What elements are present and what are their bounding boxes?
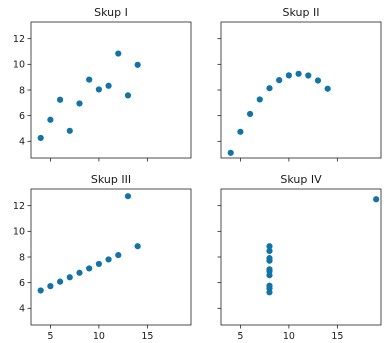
panel-skup-ii: Skup II	[217, 6, 382, 162]
data-point	[105, 256, 112, 263]
data-point	[237, 128, 244, 135]
panel-title: Skup II	[283, 6, 320, 19]
panel-title: Skup III	[91, 173, 131, 186]
x-tick-label: 10	[93, 331, 105, 342]
data-point	[37, 287, 44, 294]
panel-title: Skup I	[94, 6, 128, 19]
data-point	[124, 193, 132, 200]
data-point	[95, 86, 102, 93]
panel-skup-iv: Skup IV 5 10 15	[217, 173, 382, 342]
data-point	[266, 85, 273, 92]
y-tick-label: 8	[19, 252, 25, 263]
x-tick-label: 15	[331, 331, 343, 342]
data-point	[285, 72, 292, 79]
data-point	[266, 247, 273, 255]
x-tick-label: 10	[283, 331, 295, 342]
data-point	[47, 116, 54, 123]
data-point	[115, 50, 122, 57]
x-tick-label: 5	[47, 331, 53, 342]
data-point	[115, 251, 122, 259]
panel-title: Skup IV	[280, 173, 322, 186]
data-point	[266, 255, 273, 262]
data-point	[134, 61, 141, 68]
y-tick-label: 6	[19, 111, 25, 122]
plot-area	[30, 188, 192, 326]
x-tick-label: 5	[237, 331, 243, 342]
data-point	[324, 85, 331, 92]
y-tick-label: 6	[19, 278, 25, 289]
panel-skup-iii: Skup III 5 10 15 4 6 8 10 12	[13, 173, 192, 342]
data-point	[86, 76, 93, 83]
y-tick-label: 12	[13, 34, 25, 45]
y-tick-label: 4	[19, 304, 25, 315]
data-point	[305, 72, 312, 79]
data-point	[105, 82, 112, 89]
data-point	[227, 149, 234, 156]
data-point	[76, 269, 83, 276]
y-tick-label: 12	[13, 201, 25, 212]
data-point	[134, 243, 141, 250]
plot-area	[30, 21, 192, 159]
panel-skup-i: Skup I 4 6 8 10 12	[13, 6, 192, 162]
data-point	[266, 268, 273, 275]
y-tick-label: 10	[13, 227, 25, 238]
data-point	[314, 77, 322, 84]
data-point	[37, 134, 44, 142]
data-point	[66, 274, 73, 281]
data-point	[266, 243, 273, 250]
y-tick-label: 4	[19, 137, 25, 148]
data-point	[295, 70, 302, 77]
data-point	[246, 110, 254, 118]
data-point	[86, 265, 93, 272]
plot-area	[220, 21, 382, 159]
data-point	[66, 127, 73, 134]
data-point	[256, 96, 263, 103]
data-point	[76, 100, 83, 107]
data-point	[266, 285, 273, 292]
y-tick-label: 8	[19, 85, 25, 96]
data-point	[276, 77, 283, 84]
data-point	[47, 283, 54, 290]
data-point	[56, 278, 64, 285]
x-tick-label: 15	[141, 331, 153, 342]
plot-area	[220, 188, 382, 326]
data-point	[124, 92, 132, 99]
y-tick-label: 10	[13, 60, 25, 71]
data-point	[373, 196, 380, 203]
data-point	[56, 96, 64, 103]
data-point	[95, 260, 102, 268]
